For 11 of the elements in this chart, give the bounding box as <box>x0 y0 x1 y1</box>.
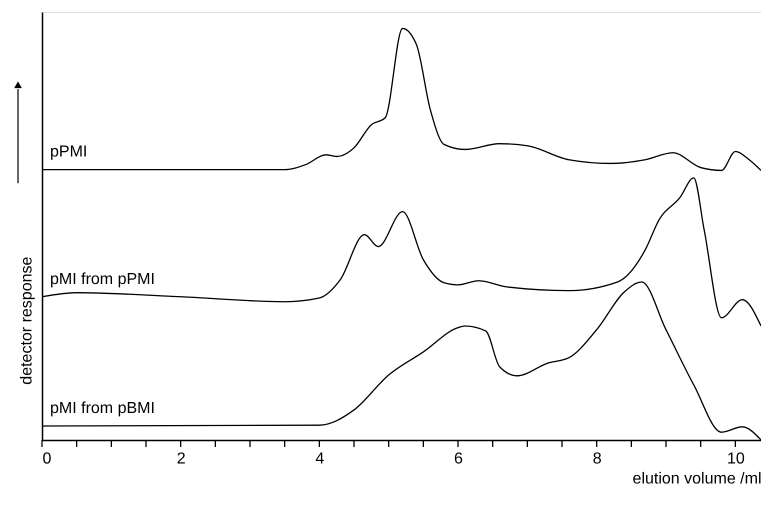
series-label: pMI from pPMI <box>50 270 155 288</box>
x-tick-label: 0 <box>42 450 52 468</box>
x-axis-title: elution volume /ml <box>632 470 761 488</box>
series-label: pMI from pBMI <box>50 400 155 418</box>
y-axis-title: detector response <box>18 256 36 385</box>
x-tick-label: 2 <box>176 450 186 468</box>
x-tick-label: 4 <box>315 450 324 468</box>
x-tick-label: 6 <box>454 450 464 468</box>
x-tick-label: 10 <box>726 450 745 468</box>
series-label: pPMI <box>50 144 88 161</box>
x-tick-label: 8 <box>592 450 602 468</box>
